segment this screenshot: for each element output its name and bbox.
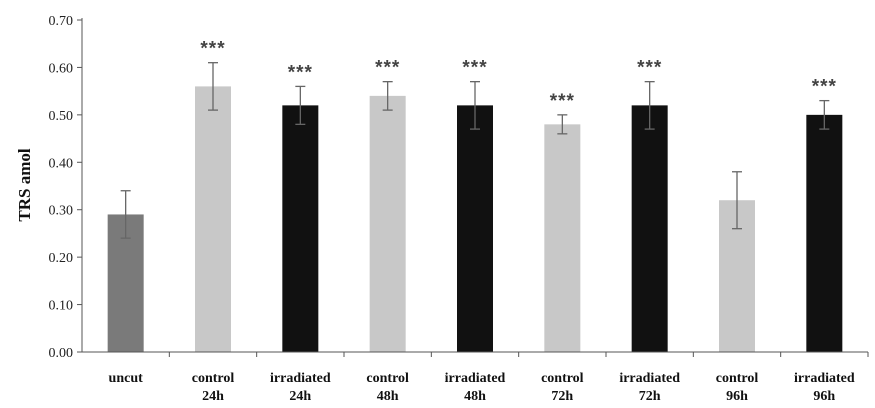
bars	[107, 86, 843, 353]
x-tick-label: irradiated	[619, 371, 680, 386]
x-tick-label: control	[366, 371, 409, 386]
significance-label: ***	[375, 58, 400, 79]
y-tick-label: 0.20	[49, 251, 74, 266]
y-tick-label: 0.30	[49, 204, 74, 219]
significance-markers: *** *** *** *** *** *** ***	[200, 39, 837, 112]
x-tick-label: control	[716, 371, 759, 386]
y-tick-label: 0.40	[49, 156, 74, 171]
bar	[457, 105, 493, 352]
bar	[806, 114, 843, 352]
x-tick-label: 96h	[726, 389, 748, 404]
x-tick-label: uncut	[109, 371, 144, 386]
y-tick-label: 0.00	[49, 346, 74, 361]
bar	[369, 95, 406, 352]
significance-label: ***	[200, 39, 225, 60]
bar	[195, 86, 231, 353]
bar	[631, 105, 668, 352]
y-tick-label: 0.50	[49, 109, 74, 124]
bar	[544, 124, 581, 352]
significance-label: ***	[550, 91, 575, 112]
x-tick-label: 24h	[289, 389, 311, 404]
significance-label: ***	[812, 77, 837, 98]
y-tick-label: 0.70	[49, 14, 74, 29]
y-axis: 0.00 0.10 0.20 0.30 0.40 0.50 0.60 0.70	[49, 14, 83, 361]
y-tick-label: 0.60	[49, 61, 74, 76]
significance-label: ***	[462, 58, 487, 79]
significance-label: ***	[637, 58, 662, 79]
y-axis-label: TRS amol	[15, 148, 34, 221]
x-axis: uncut control 24h irradiated 24h control 48h ir…	[82, 351, 869, 404]
x-tick-label: irradiated	[270, 371, 331, 386]
x-tick-label: control	[192, 371, 235, 386]
significance-label: ***	[288, 62, 313, 83]
x-tick-label: control	[541, 371, 584, 386]
x-tick-label: 96h	[813, 389, 835, 404]
bar	[282, 105, 319, 352]
x-tick-label: 72h	[639, 389, 661, 404]
x-tick-label: 48h	[377, 389, 399, 404]
x-tick-label: 24h	[202, 389, 224, 404]
x-tick-label: irradiated	[445, 371, 506, 386]
y-tick-label: 0.10	[49, 299, 74, 314]
error-bars	[120, 62, 830, 239]
x-tick-label: 72h	[551, 389, 573, 404]
x-tick-label: 48h	[464, 389, 486, 404]
x-tick-label: irradiated	[794, 371, 855, 386]
